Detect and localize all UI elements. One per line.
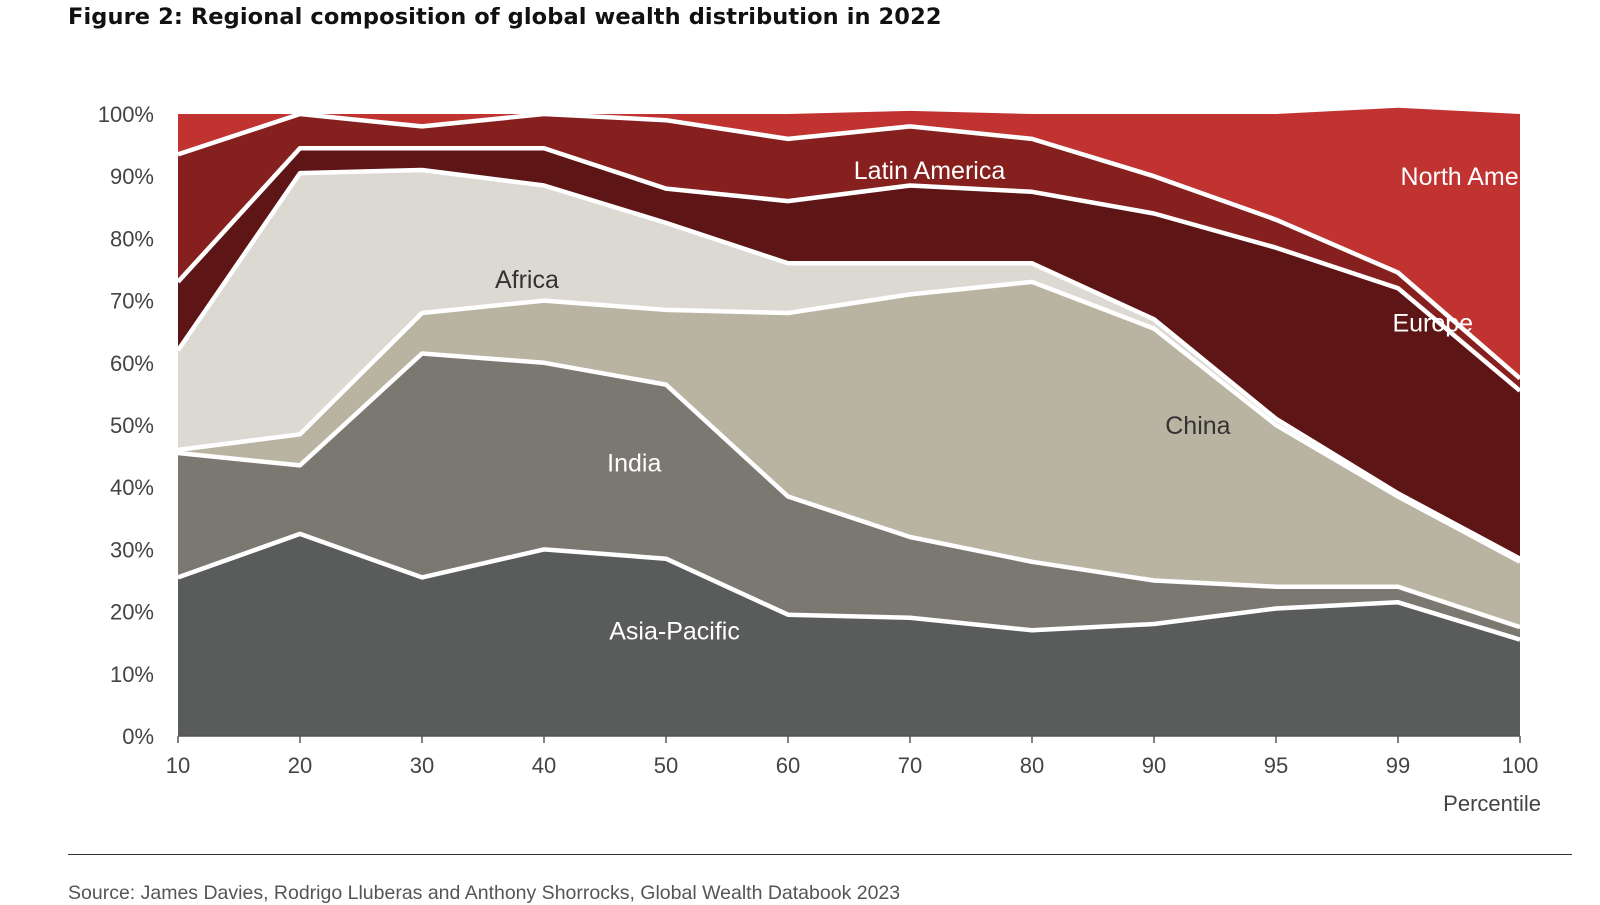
x-tick-label-100: 100	[1502, 753, 1539, 778]
stacked-area-chart: 0% 10% 20% 30% 40% 50% 60% 70% 80% 90% 100% 10 20 30 4…	[97, 102, 1559, 816]
figure-title: Figure 2: Regional composition of global…	[68, 4, 942, 30]
region-label-north-america: North America	[1401, 163, 1559, 191]
y-tick-label-30: 30%	[110, 537, 154, 562]
axes: 0% 10% 20% 30% 40% 50% 60% 70% 80% 90% 100% 10 20 30 4…	[98, 102, 1541, 816]
y-tick-label-60: 60%	[110, 351, 154, 376]
region-label-india: India	[607, 449, 661, 477]
boundary-india	[177, 351, 1521, 630]
region-label-africa: Africa	[495, 266, 559, 294]
divider-line	[68, 854, 1572, 855]
region-labels: Asia-Pacific India China Africa Europe Latin …	[495, 157, 1559, 645]
area-africa	[178, 170, 1520, 562]
boundary-africa	[176, 167, 1522, 561]
boundary-latin-america	[177, 111, 1522, 381]
x-tick-label-20: 20	[288, 753, 312, 778]
x-tick-label-60: 60	[776, 753, 800, 778]
area-asia-pacific	[178, 533, 1520, 736]
boundary-china	[177, 279, 1522, 564]
y-tick-label-0: 0%	[122, 724, 154, 749]
area-north-america	[178, 107, 1520, 379]
y-tick-label-100: 100%	[98, 102, 154, 127]
y-tick-label-70: 70%	[110, 289, 154, 314]
region-label-asia-pacific: Asia-Pacific	[609, 617, 740, 645]
area-india	[178, 353, 1520, 640]
area-layers	[176, 107, 1522, 736]
y-tick-label-40: 40%	[110, 475, 154, 500]
y-tick-label-20: 20%	[110, 600, 154, 625]
region-label-europe: Europe	[1392, 309, 1473, 337]
x-tick-label-90: 90	[1142, 753, 1166, 778]
y-tick-label-50: 50%	[110, 413, 154, 438]
area-europe	[178, 148, 1520, 559]
region-label-china: China	[1165, 412, 1230, 440]
y-tick-label-90: 90%	[110, 164, 154, 189]
source-note: Source: James Davies, Rodrigo Lluberas a…	[68, 882, 901, 904]
x-tick-label-80: 80	[1020, 753, 1044, 778]
x-tick-label-10: 10	[166, 753, 190, 778]
x-tick-label-99: 99	[1386, 753, 1410, 778]
area-latin-america	[178, 114, 1520, 391]
area-china	[178, 281, 1520, 628]
x-axis-title: Percentile	[1443, 791, 1541, 816]
x-tick-label-50: 50	[654, 753, 678, 778]
region-label-latin-america: Latin America	[854, 157, 1006, 185]
x-tick-label-30: 30	[410, 753, 434, 778]
x-tick-label-95: 95	[1264, 753, 1288, 778]
boundary-europe	[176, 145, 1522, 393]
x-tick-label-40: 40	[532, 753, 556, 778]
x-tick-label-70: 70	[898, 753, 922, 778]
y-tick-label-80: 80%	[110, 226, 154, 251]
boundary-asia-pacific	[177, 531, 1521, 642]
y-tick-label-10: 10%	[110, 662, 154, 687]
